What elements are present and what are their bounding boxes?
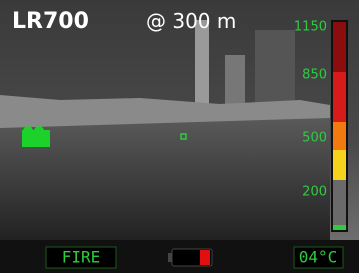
scene-building	[225, 55, 245, 110]
battery-icon	[168, 249, 212, 266]
scale-label: 850	[302, 68, 327, 83]
scene-tower	[195, 20, 209, 110]
scale-band	[333, 180, 346, 225]
scale-band	[333, 72, 346, 122]
scale-label: 1150	[294, 20, 327, 35]
scale-label: 200	[302, 185, 327, 200]
scale-band	[333, 150, 346, 180]
range-label: @ 300 m	[146, 9, 236, 33]
scale-band	[333, 22, 346, 72]
page: {"header": {"model": "LR700", "range": "…	[0, 0, 359, 273]
thermal-screen: LR700 @ 300 m 1150 850 500 200 FIRE 04°C	[0, 0, 359, 273]
color-scale	[331, 20, 348, 232]
scene-building	[255, 30, 295, 110]
model-label: LR700	[12, 9, 89, 34]
mode-label: FIRE	[62, 248, 101, 267]
temperature-label: 04°C	[299, 248, 338, 267]
scale-label: 500	[302, 131, 327, 146]
scale-band	[333, 225, 346, 230]
scale-band	[333, 122, 346, 150]
